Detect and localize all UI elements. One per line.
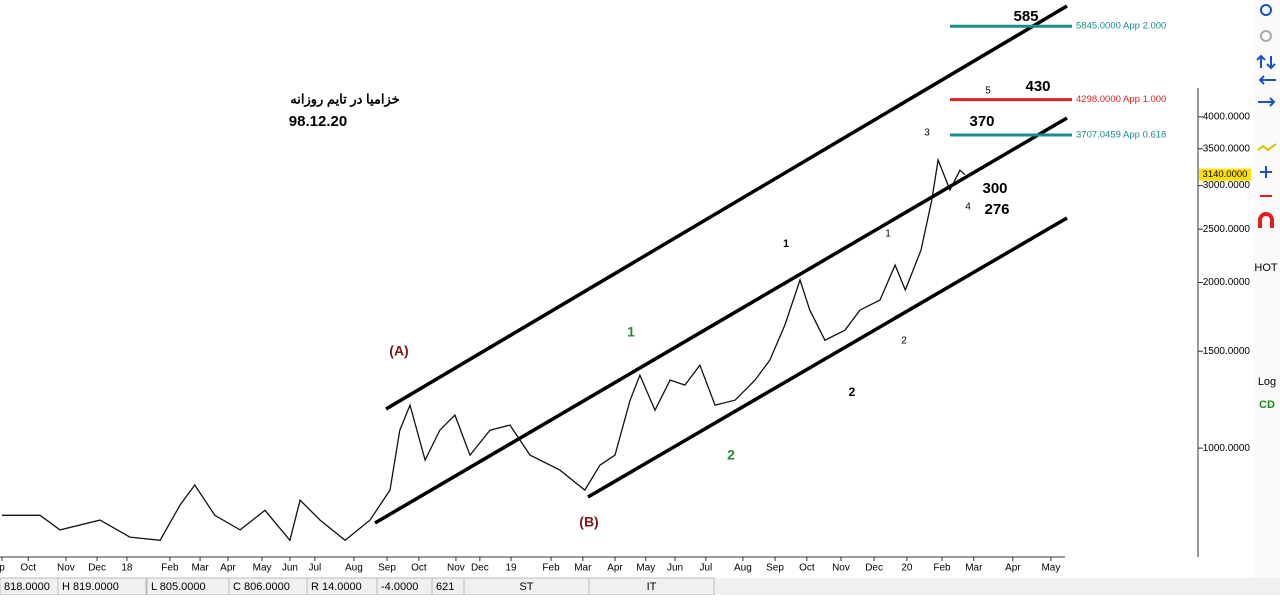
fib-level-label: 4298.0000 App 1.000 bbox=[1076, 94, 1166, 105]
x-tick-label: Mar bbox=[965, 563, 983, 574]
zoom-out-icon[interactable] bbox=[1260, 30, 1272, 42]
x-tick-label: Jun bbox=[282, 563, 298, 574]
status-value: 818.0000 bbox=[4, 581, 50, 593]
x-tick-label: 18 bbox=[121, 563, 133, 574]
log-button[interactable]: Log bbox=[1258, 376, 1276, 388]
y-tick-label: 2500.0000 bbox=[1203, 224, 1251, 235]
annotation: 2 bbox=[901, 336, 907, 347]
x-tick-label: May bbox=[636, 563, 655, 574]
channel-line bbox=[385, 4, 1068, 411]
fib-level-label: 3707.0459 App 0.618 bbox=[1076, 130, 1166, 141]
toolbar-icons bbox=[1256, 4, 1277, 228]
annotation: (B) bbox=[579, 514, 598, 530]
annotation: 2 bbox=[849, 385, 856, 399]
arrows-icon[interactable] bbox=[1256, 54, 1276, 70]
price-line bbox=[2, 157, 966, 542]
right-icon[interactable] bbox=[1258, 97, 1276, 107]
annotation: 1 bbox=[783, 238, 789, 250]
x-tick-label: Apr bbox=[220, 563, 236, 574]
x-tick-label: Mar bbox=[191, 563, 209, 574]
x-tick-label: Sep bbox=[766, 563, 784, 574]
annotation: 1 bbox=[627, 324, 635, 340]
status-value: IT bbox=[647, 581, 657, 593]
y-tick-label: 3000.0000 bbox=[1203, 180, 1251, 191]
annotation: (A) bbox=[389, 343, 408, 359]
x-tick-label: Nov bbox=[447, 563, 465, 574]
annotation: 300 bbox=[982, 180, 1007, 197]
cd-button[interactable]: CD bbox=[1259, 399, 1275, 411]
status-value: ST bbox=[519, 581, 533, 593]
x-tick-label: Aug bbox=[345, 563, 363, 574]
x-tick-label: Feb bbox=[542, 563, 560, 574]
y-tick-label: 4000.0000 bbox=[1203, 111, 1251, 122]
annotation: 370 bbox=[969, 113, 994, 130]
x-tick-label: Sep bbox=[378, 563, 396, 574]
plus-icon[interactable] bbox=[1260, 166, 1272, 178]
last-price-box bbox=[1199, 168, 1251, 181]
x-tick-label: Mar bbox=[574, 563, 592, 574]
x-tick-label: Oct bbox=[411, 563, 427, 574]
x-tick-label: Apr bbox=[1005, 563, 1021, 574]
y-tick-label: 3500.0000 bbox=[1203, 143, 1251, 154]
x-tick-label: Apr bbox=[607, 563, 623, 574]
status-value: H 819.0000 bbox=[62, 581, 119, 593]
x-tick-label: 20 bbox=[901, 563, 913, 574]
x-tick-label: May bbox=[253, 563, 272, 574]
x-tick-label: Jul bbox=[308, 563, 321, 574]
last-price-label: 3140.0000 bbox=[1203, 169, 1248, 180]
annotation: 5 bbox=[985, 86, 991, 97]
x-tick-label: Oct bbox=[20, 563, 36, 574]
x-tick-label: Dec bbox=[865, 563, 883, 574]
annotation: خزامیا در تایم روزانه bbox=[290, 91, 399, 107]
x-tick-label: Feb bbox=[161, 563, 179, 574]
x-tick-label: Feb bbox=[933, 563, 951, 574]
x-tick-label: May bbox=[1041, 563, 1060, 574]
x-tick-label: Oct bbox=[799, 563, 815, 574]
x-tick-label: Dec bbox=[88, 563, 106, 574]
x-tick-label: Dec bbox=[471, 563, 489, 574]
x-tick-label: 19 bbox=[505, 563, 517, 574]
line-icon[interactable] bbox=[1257, 143, 1277, 152]
fib-level-label: 5845.0000 App 2.000 bbox=[1076, 21, 1166, 32]
status-value: C 806.0000 bbox=[233, 581, 290, 593]
toolbar bbox=[1253, 0, 1280, 578]
status-bar bbox=[0, 578, 1280, 595]
y-tick-label: 2000.0000 bbox=[1203, 277, 1251, 288]
y-tick-label: 1000.0000 bbox=[1203, 443, 1251, 454]
annotation: 276 bbox=[984, 201, 1009, 218]
annotation: 2 bbox=[727, 447, 735, 463]
status-value: L 805.0000 bbox=[151, 581, 206, 593]
x-tick-label: Jul bbox=[699, 563, 712, 574]
x-tick-label: Aug bbox=[734, 563, 752, 574]
annotation: 1 bbox=[885, 229, 891, 240]
annotation: 4 bbox=[965, 202, 971, 213]
annotation: 98.12.20 bbox=[289, 113, 347, 130]
hot-button[interactable]: HOT bbox=[1254, 262, 1278, 274]
x-tick-label: Jun bbox=[667, 563, 683, 574]
x-tick-label: Nov bbox=[57, 563, 75, 574]
channel-line bbox=[587, 216, 1068, 499]
left-icon[interactable] bbox=[1258, 75, 1276, 85]
status-value: 621 bbox=[436, 581, 454, 593]
annotation: 3 bbox=[924, 128, 930, 139]
zoom-icon[interactable] bbox=[1260, 4, 1272, 16]
status-value: -4.0000 bbox=[381, 581, 418, 593]
status-value: R 14.0000 bbox=[311, 581, 362, 593]
annotation: 430 bbox=[1025, 78, 1050, 95]
magnet-icon[interactable] bbox=[1258, 212, 1274, 228]
x-tick-label: p bbox=[0, 563, 5, 574]
x-tick-label: Nov bbox=[832, 563, 850, 574]
annotation: 585 bbox=[1013, 8, 1038, 25]
y-tick-label: 1500.0000 bbox=[1203, 346, 1251, 357]
